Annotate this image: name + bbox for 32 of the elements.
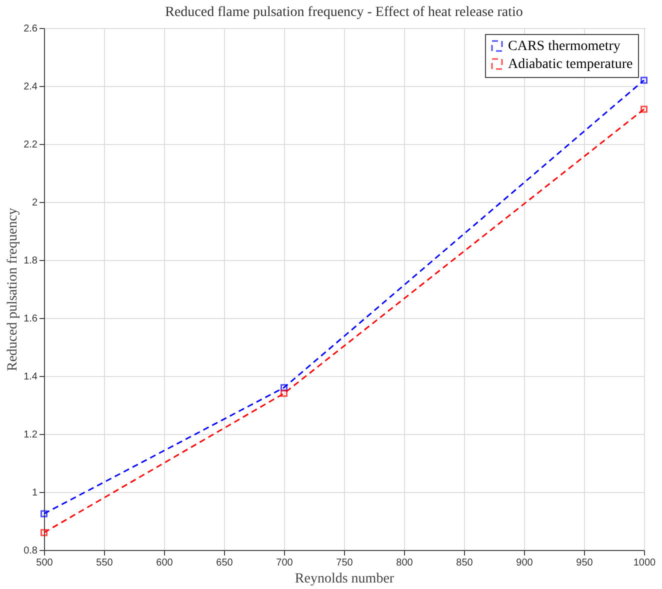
y-tick-label: 1.2 [24,430,38,440]
x-tick-label: 650 [216,558,234,568]
legend-label: CARS thermometry [508,39,620,54]
x-tick-label: 700 [276,558,294,568]
point [280,384,288,392]
point [280,390,288,397]
x-tick-label: 500 [36,558,54,568]
x-axis-title: Reynolds number [294,572,394,586]
x-tick-label: 950 [576,558,594,568]
legend-label: Adiabatic temperature [508,57,633,72]
x-tick-label: 800 [396,558,414,568]
x-tick-label: 1000 [633,558,656,568]
x-tick-label: 600 [156,558,174,568]
y-tick-label: 1.6 [24,314,38,324]
y-tick-label: 1 [32,488,38,498]
point [640,76,648,84]
point [40,510,48,518]
y-tick-label: 0.8 [24,546,38,556]
x-tick-label: 850 [456,558,474,568]
y-tick-label: 1.4 [24,372,38,382]
point [640,106,648,113]
y-tick-label: 1.8 [24,256,38,266]
x-tick-label: 750 [336,558,354,568]
x-tick-label: 900 [516,558,534,568]
y-tick-label: 2 [32,198,38,208]
y-tick-label: 2.4 [24,82,38,92]
y-tick-label: 2.2 [24,140,38,150]
point [40,529,48,536]
y-axis-title: Reduced pulsation frequency [6,208,21,372]
y-tick-label: 2.6 [24,24,38,34]
chart-title: Reduced flame pulsation frequency - Effect of heat release ratio [165,5,523,20]
x-tick-label: 550 [96,558,114,568]
